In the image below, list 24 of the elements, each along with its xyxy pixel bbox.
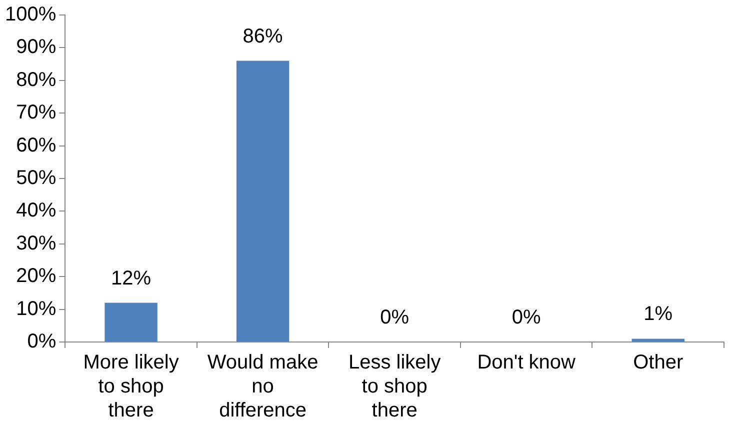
y-tick-label: 50% [16, 167, 56, 190]
x-tick-label: More likely to shop there [83, 352, 179, 422]
y-tick-label: 100% [4, 4, 56, 26]
data-label: 86% [242, 25, 284, 48]
x-tick-label: Less likely to shop there [348, 352, 441, 422]
x-tick-label: Don't know [477, 352, 576, 374]
y-tick-label: 70% [16, 102, 56, 124]
bar [104, 302, 158, 342]
y-tick-label: 40% [16, 200, 56, 222]
y-tick-label: 30% [16, 232, 56, 254]
y-tick-label: 10% [16, 298, 56, 320]
data-label: 1% [644, 303, 673, 326]
y-tick-label: 80% [16, 68, 56, 91]
data-label: 0% [380, 306, 410, 329]
x-tick-label: Other [633, 352, 684, 374]
data-label: 12% [111, 267, 152, 290]
data-label: 0% [512, 306, 542, 329]
bar [632, 338, 684, 342]
y-tick-label: 60% [16, 134, 56, 156]
bar [236, 60, 290, 342]
y-tick-label: 0% [27, 330, 56, 353]
y-tick-label: 90% [16, 36, 56, 58]
x-tick-label: Would make no difference [207, 352, 318, 422]
y-tick-label: 20% [16, 265, 56, 288]
